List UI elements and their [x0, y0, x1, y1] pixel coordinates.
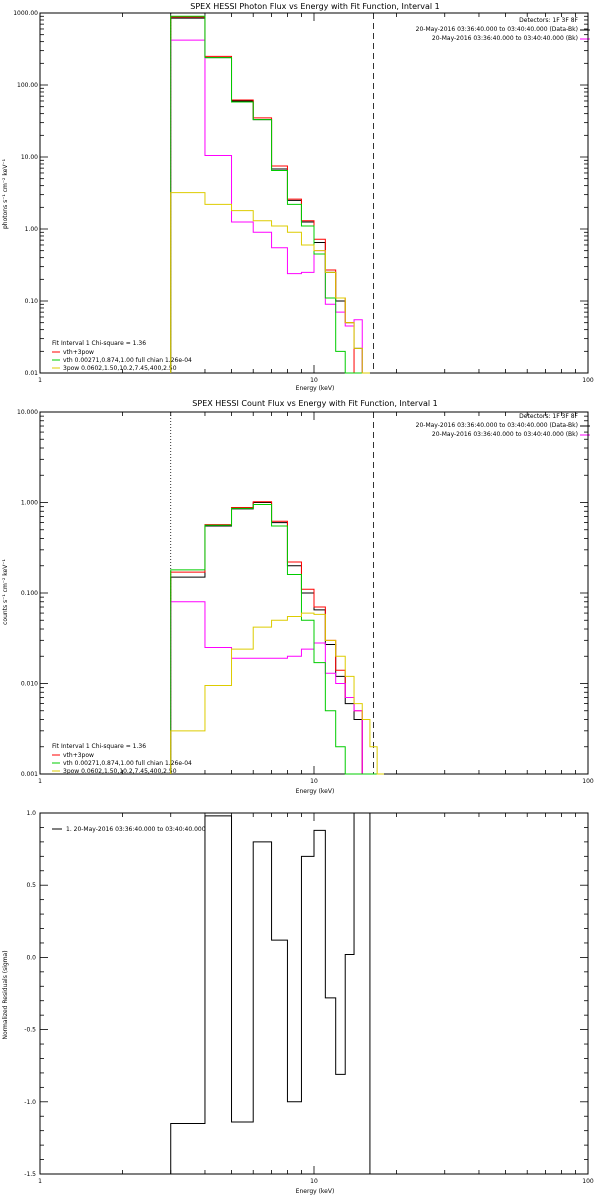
series-line-1	[170, 501, 384, 775]
y-tick-label: -1.5	[24, 1171, 36, 1178]
data-bk-interval-label: 20-May-2016 03:36:40.000 to 03:40:40.000…	[416, 26, 578, 33]
x-tick-label: 1	[38, 377, 42, 384]
legend-entry: vth+3pow	[52, 349, 94, 356]
bk-interval-label: 20-May-2016 03:36:40.000 to 03:40:40.000…	[432, 35, 578, 42]
legend-label: 1. 20-May-2016 03:36:40.000 to 03:40:40.…	[66, 826, 206, 833]
legend-entry: vth+3pow	[52, 752, 94, 759]
legend-label: vth 0.00271,0.874,1.00 full chian 1.26e-…	[63, 357, 192, 364]
fit-interval-label: Fit Interval 1 Chi-square = 1.36	[52, 340, 146, 347]
legend-label: 3pow 0.0602,1.50,10.2,7.45,400,2.50	[63, 768, 177, 775]
photon-flux-panel: SPEX HESSI Photon Flux vs Energy with Fi…	[2, 2, 594, 392]
y-tick-label: 0.10	[25, 298, 39, 305]
series-line-3	[170, 504, 384, 775]
y-axis-label: photons s⁻¹ cm⁻² keV⁻¹	[2, 158, 9, 229]
y-tick-label: 0.100	[21, 590, 38, 597]
fit-interval-label: Fit Interval 1 Chi-square = 1.36	[52, 743, 146, 750]
series-line-0	[170, 502, 384, 775]
series-line-1	[170, 16, 370, 374]
x-tick-label: 1	[38, 778, 42, 785]
panel-title: SPEX HESSI Photon Flux vs Energy with Fi…	[190, 2, 440, 11]
legend-label: vth 0.00271,0.874,1.00 full chian 1.26e-…	[63, 760, 192, 767]
bk-interval-label: 20-May-2016 03:36:40.000 to 03:40:40.000…	[432, 431, 578, 438]
x-tick-label: 100	[582, 1178, 594, 1185]
x-tick-label: 100	[582, 778, 594, 785]
y-tick-label: 1.00	[25, 226, 39, 233]
legend-entry: 3pow 0.0602,1.50,10.2,7.45,400,2.50	[52, 768, 177, 775]
series-line-2	[170, 39, 370, 374]
legend-entry: vth 0.00271,0.874,1.00 full chian 1.26e-…	[52, 760, 192, 767]
legend-label: vth+3pow	[63, 752, 94, 759]
series-line-4	[170, 192, 370, 374]
y-tick-label: 10.00	[21, 154, 38, 161]
y-tick-label: -1.0	[24, 1099, 36, 1106]
plot-frame	[39, 812, 589, 1175]
data-bk-interval-label: 20-May-2016 03:36:40.000 to 03:40:40.000…	[416, 422, 578, 429]
x-tick-label: 1	[38, 1178, 42, 1185]
count-flux-panel: SPEX HESSI Count Flux vs Energy with Fit…	[2, 399, 594, 795]
y-tick-label: 0.0	[26, 954, 36, 961]
x-tick-label: 10	[310, 778, 318, 785]
residuals-panel: 1. 20-May-2016 03:36:40.000 to 03:40:40.…	[2, 810, 594, 1195]
y-tick-label: 1000.00	[13, 10, 38, 17]
detectors-label: Detectors: 1F 3F 8F	[519, 413, 578, 420]
y-tick-label: -0.5	[24, 1027, 36, 1034]
y-tick-label: 0.010	[21, 681, 38, 688]
series-line-4	[170, 612, 384, 775]
series-line-2	[170, 601, 384, 775]
legend-label: 3pow 0.0602,1.50,10.2,7.45,400,2.50	[63, 365, 177, 372]
y-axis-label: counts s⁻¹ cm⁻² keV⁻¹	[2, 559, 9, 625]
x-tick-label: 100	[582, 377, 594, 384]
series-line-3	[170, 15, 370, 374]
x-axis-label: Energy (keV)	[296, 385, 335, 392]
y-tick-label: 0.01	[25, 370, 39, 377]
legend-entry: 3pow 0.0602,1.50,10.2,7.45,400,2.50	[52, 365, 177, 372]
detectors-label: Detectors: 1F 3F 8F	[519, 17, 578, 24]
legend-entry: vth 0.00271,0.874,1.00 full chian 1.26e-…	[52, 357, 192, 364]
y-tick-label: 1.000	[21, 500, 38, 507]
x-tick-label: 10	[310, 1178, 318, 1185]
y-tick-label: 1.0	[26, 810, 36, 817]
y-tick-label: 100.00	[17, 82, 38, 89]
legend-entry: 1. 20-May-2016 03:36:40.000 to 03:40:40.…	[52, 826, 206, 833]
series-line-0	[170, 17, 370, 374]
x-axis-label: Energy (keV)	[296, 1188, 335, 1195]
y-tick-label: 0.001	[21, 771, 38, 778]
x-axis-label: Energy (keV)	[296, 788, 335, 795]
plot-frame	[39, 12, 589, 374]
y-axis-label: Normalized Residuals (sigma)	[2, 950, 9, 1039]
y-tick-label: 10.000	[17, 409, 38, 416]
y-tick-label: 0.5	[26, 882, 36, 889]
legend-label: vth+3pow	[63, 349, 94, 356]
panel-title: SPEX HESSI Count Flux vs Energy with Fit…	[192, 399, 437, 408]
series-line-0	[170, 812, 371, 1174]
x-tick-label: 10	[310, 377, 318, 384]
